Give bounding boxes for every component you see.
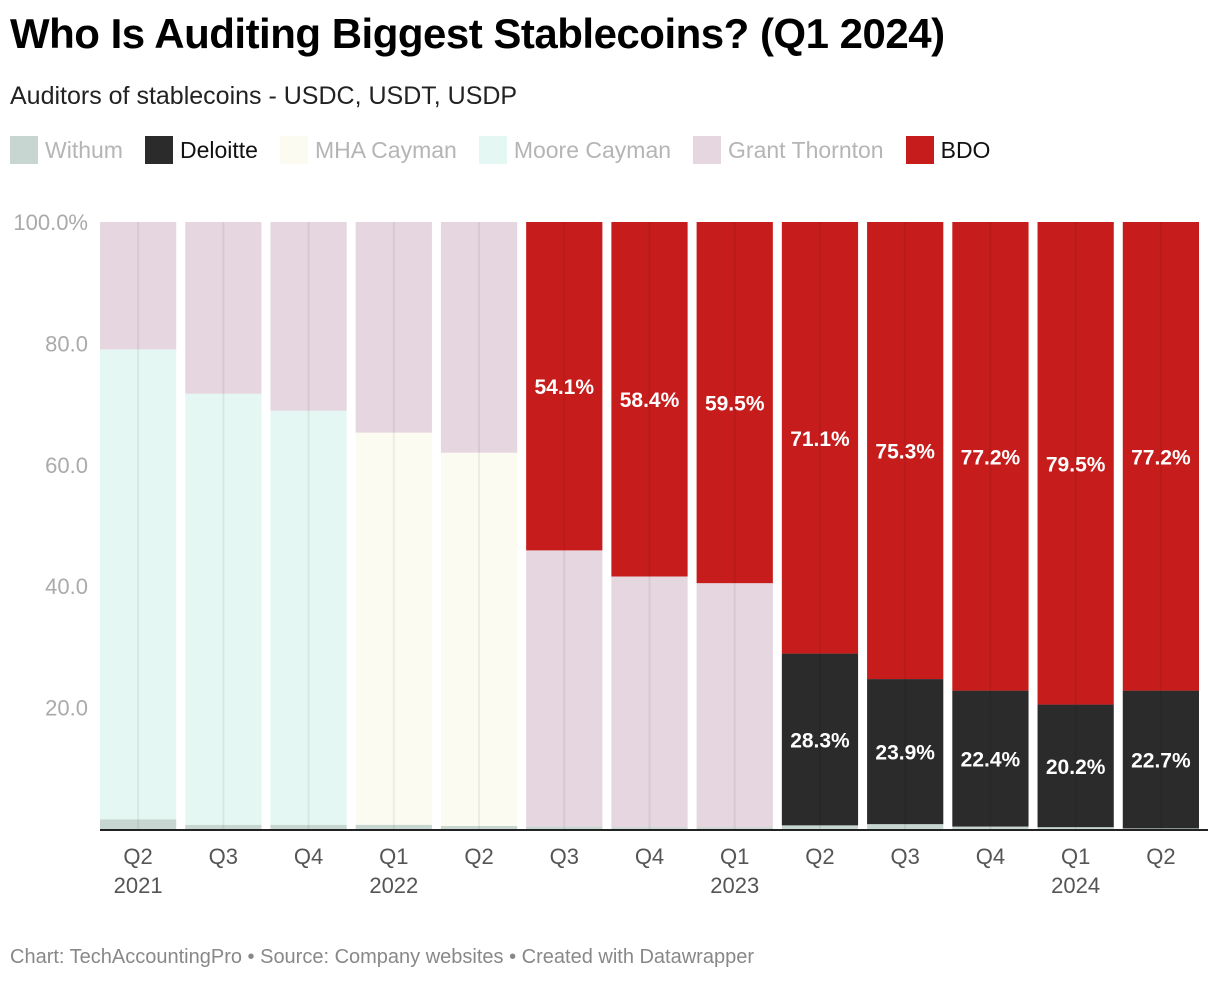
- x-tick-label: Q3: [209, 844, 238, 869]
- bar-segment-moore-cayman: [270, 410, 347, 825]
- legend-swatch-withum: [10, 136, 38, 164]
- data-label: 58.4%: [620, 389, 680, 412]
- data-label: 77.2%: [1131, 446, 1191, 469]
- data-label: 20.2%: [1046, 756, 1106, 779]
- legend-swatch-mha-cayman: [279, 136, 308, 164]
- legend-item-grant-thornton: Grant Thornton: [693, 136, 884, 164]
- data-label: 54.1%: [534, 376, 594, 399]
- legend-swatch-grant-thornton: [693, 136, 722, 164]
- legend-item-bdo: BDO: [905, 136, 991, 164]
- bar-segment-withum: [270, 824, 347, 829]
- x-tick-label: Q2: [123, 844, 152, 869]
- x-tick-label: Q1: [720, 844, 749, 869]
- legend-label-grant-thornton: Grant Thornton: [728, 136, 884, 163]
- bar-segment-withum: [440, 825, 518, 829]
- bar-segment-withum: [1037, 827, 1114, 829]
- bar-segment-withum: [526, 826, 603, 829]
- x-tick-label: Q2: [464, 844, 493, 869]
- data-label: 22.4%: [961, 749, 1021, 772]
- legend-label-moore-cayman: Moore Cayman: [513, 136, 672, 163]
- bar-segment-bdo: [952, 222, 1029, 691]
- legend-item-moore-cayman: Moore Cayman: [478, 136, 672, 164]
- legend-item-mha-cayman: MHA Cayman: [279, 136, 457, 164]
- bar-segment-withum: [867, 824, 944, 829]
- bar-segment-bdo: [1037, 222, 1114, 705]
- data-label: 79.5%: [1046, 453, 1106, 476]
- y-tick-label: 20.0: [45, 696, 88, 721]
- x-year-label: 2021: [114, 873, 163, 898]
- data-label: 75.3%: [875, 441, 935, 464]
- bar-segment-withum: [696, 827, 773, 829]
- bar-segment-mha-cayman: [440, 452, 518, 826]
- bar-segment-withum: [185, 824, 262, 829]
- bar-segment-bdo: [611, 222, 688, 577]
- y-tick-label: 40.0: [45, 574, 88, 599]
- bar-segment-bdo: [696, 222, 773, 584]
- legend-swatch-deloitte: [144, 136, 173, 164]
- bar-segment-grant-thornton: [270, 222, 347, 411]
- x-year-label: 2022: [369, 873, 418, 898]
- x-tick-label: Q4: [294, 844, 323, 869]
- y-tick-label: 60.0: [45, 453, 88, 478]
- data-label: 59.5%: [705, 393, 765, 416]
- bar-segment-withum: [1122, 828, 1199, 829]
- bar-segment-mha-cayman: [355, 432, 432, 825]
- x-year-label: 2024: [1051, 873, 1100, 898]
- legend-swatch-bdo: [905, 136, 934, 164]
- bar-segment-grant-thornton: [100, 222, 177, 350]
- data-label: 77.2%: [961, 446, 1021, 469]
- y-tick-label: 100.0%: [13, 210, 88, 235]
- bar-segment-deloitte: [781, 653, 859, 826]
- bar-segment-moore-cayman: [185, 393, 262, 825]
- bar-segment-grant-thornton: [696, 583, 773, 828]
- bar-segment-bdo: [526, 222, 603, 551]
- legend-swatch-moore-cayman: [478, 136, 507, 164]
- bar-segment-grant-thornton: [611, 576, 688, 828]
- bar-segment-moore-cayman: [100, 349, 177, 820]
- bar-segment-bdo: [1122, 222, 1199, 691]
- x-tick-label: Q4: [635, 844, 664, 869]
- x-tick-label: Q2: [1146, 844, 1175, 869]
- legend-label-bdo: BDO: [940, 136, 991, 163]
- y-tick-label: 80.0: [45, 331, 88, 356]
- bar-segment-grant-thornton: [355, 222, 432, 433]
- bar-segment-deloitte: [1037, 704, 1114, 828]
- x-tick-label: Q3: [550, 844, 579, 869]
- x-tick-label: Q1: [379, 844, 408, 869]
- bar-segment-withum: [611, 827, 688, 829]
- bar-segment-withum: [355, 824, 432, 829]
- legend-item-withum: Withum: [10, 136, 123, 164]
- bar-segment-deloitte: [867, 679, 944, 825]
- legend-label-deloitte: Deloitte: [179, 136, 258, 163]
- bar-segment-withum: [952, 826, 1029, 829]
- bar-segment-deloitte: [952, 690, 1029, 827]
- data-label: 71.1%: [790, 428, 850, 451]
- legend-label-withum: Withum: [45, 136, 123, 163]
- chart-footer: Chart: TechAccountingPro • Source: Compa…: [10, 946, 754, 968]
- data-label: 22.7%: [1131, 749, 1191, 772]
- stacked-bar-chart: 100.0% 80.0 60.0 40.0 20.0 54.1% 58.4% 59.5% 28.…: [13, 210, 1208, 898]
- bar-segment-grant-thornton: [440, 222, 518, 453]
- chart-subtitle: Auditors of stablecoins - USDC, USDT, US…: [10, 82, 518, 110]
- x-tick-label: Q3: [891, 844, 920, 869]
- bar-segment-withum: [100, 819, 177, 829]
- data-label: 28.3%: [790, 729, 850, 752]
- chart-title: Who Is Auditing Biggest Stablecoins? (Q1…: [10, 10, 945, 57]
- bar-segment-grant-thornton: [185, 222, 262, 394]
- legend: Withum Deloitte MHA Cayman Moore Cayman …: [10, 136, 1012, 164]
- x-tick-label: Q4: [976, 844, 1005, 869]
- bar-segment-deloitte: [1122, 690, 1199, 829]
- data-label: 23.9%: [875, 742, 935, 765]
- bar-segment-bdo: [867, 222, 944, 680]
- bar-segment-bdo: [781, 222, 859, 654]
- legend-item-deloitte: Deloitte: [144, 136, 258, 164]
- x-year-label: 2023: [710, 873, 759, 898]
- x-tick-label: Q1: [1061, 844, 1090, 869]
- x-tick-label: Q2: [805, 844, 834, 869]
- legend-label-mha-cayman: MHA Cayman: [314, 136, 457, 163]
- bar-segment-grant-thornton: [526, 550, 603, 827]
- bar-segment-withum: [781, 825, 859, 829]
